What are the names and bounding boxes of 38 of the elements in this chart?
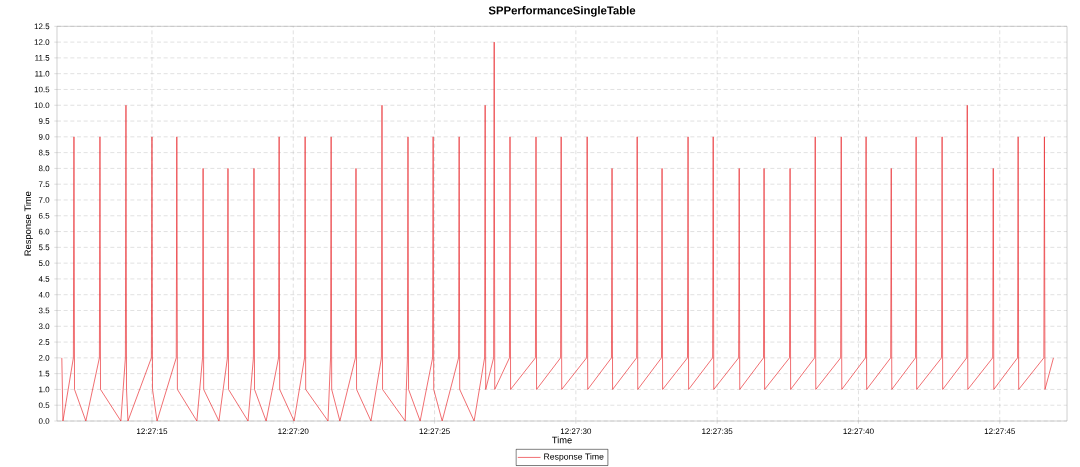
line-series: [61, 41, 1054, 421]
y-tick-label: 7.5: [38, 181, 50, 187]
y-tick-label: 11.0: [35, 70, 50, 77]
y-tick-label: 12.0: [34, 39, 50, 45]
y-tick-label: 3.0: [38, 323, 50, 330]
x-axis-title: Time: [552, 436, 572, 444]
x-tick-label: 12:27:20: [278, 428, 309, 435]
y-tick-label: 8.0: [38, 165, 50, 172]
y-tick-label: 9.5: [38, 118, 50, 124]
y-tick-label: 0.5: [38, 402, 50, 409]
x-tick-label: 12:27:45: [984, 428, 1015, 435]
y-tick-label: 12.5: [34, 23, 50, 30]
y-tick-label: 4.0: [38, 291, 50, 298]
y-axis-title: Response Time: [24, 191, 33, 256]
x-tick-label: 12:27:15: [137, 428, 168, 435]
x-tick-label: 12:27:35: [702, 428, 733, 435]
x-tick-label: 12:27:25: [419, 428, 450, 435]
y-tick-label: 3.5: [38, 307, 50, 314]
y-tick-label: 9.0: [38, 134, 50, 140]
chart-title: SPPerformanceSingleTable: [488, 6, 636, 17]
y-tick-label: 10.0: [34, 102, 50, 109]
y-tick-label: 1.0: [39, 386, 50, 393]
y-tick-label: 1.5: [39, 370, 50, 377]
y-tick-label: 0.0: [38, 418, 50, 424]
y-tick-label: 7.0: [38, 197, 50, 203]
x-tick-label: 12:27:40: [843, 428, 874, 435]
y-tick-label: 6.0: [38, 228, 50, 235]
y-tick-label: 2.5: [38, 339, 50, 345]
y-tick-label: 11.5: [35, 55, 50, 61]
x-tick-label: 12:27:30: [560, 428, 592, 435]
legend-label: Response Time: [544, 453, 604, 462]
y-tick-label: 5.0: [38, 260, 50, 266]
y-tick-label: 5.5: [38, 244, 50, 251]
y-tick-label: 10.5: [34, 86, 50, 93]
y-tick-label: 6.5: [38, 212, 50, 219]
y-tick-label: 8.5: [38, 149, 50, 156]
y-tick-label: 2.0: [38, 355, 50, 361]
y-tick-label: 4.5: [38, 276, 50, 282]
